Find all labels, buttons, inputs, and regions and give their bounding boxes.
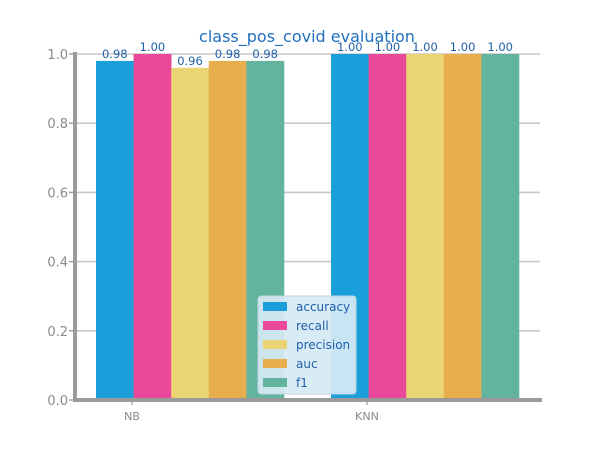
legend: accuracy recall precision auc f1	[257, 295, 357, 395]
axes: 0.0 0.2 0.4 0.6 0.8 1.0 NB KNN	[47, 48, 542, 423]
legend-swatch-f1	[263, 378, 287, 387]
data-label-precision-nb: 0.96	[177, 54, 203, 68]
bar-recall-nb	[133, 54, 172, 400]
legend-label-accuracy: accuracy	[296, 300, 350, 314]
bar-accuracy-nb	[96, 60, 134, 401]
data-label-recall-knn: 1.00	[375, 40, 401, 54]
legend-label-f1: f1	[296, 376, 308, 390]
legend-label-recall: recall	[296, 319, 329, 333]
bar-recall-knn	[368, 54, 407, 400]
legend-label-auc: auc	[296, 357, 318, 371]
x-tick-label-knn: KNN	[355, 410, 379, 423]
data-labels: 0.98 1.00 0.96 0.98 0.98 1.00 1.00 1.00 1.00 1.00	[102, 40, 513, 68]
data-label-recall-nb: 1.00	[140, 40, 166, 54]
bar-precision-nb	[171, 67, 210, 400]
data-label-precision-knn: 1.00	[412, 40, 438, 54]
data-label-f1-nb: 0.98	[252, 47, 278, 61]
chart-title: class_pos_covid evaluation	[199, 27, 415, 47]
y-tick-label: 0.8	[47, 117, 68, 132]
bar-auc-nb	[208, 60, 247, 401]
bars	[96, 54, 520, 401]
bar-auc-knn	[443, 54, 482, 400]
y-tick-label: 0.2	[47, 325, 68, 340]
data-label-auc-nb: 0.98	[215, 47, 241, 61]
legend-box	[257, 295, 357, 395]
x-tick-label-nb: NB	[124, 410, 140, 423]
data-label-accuracy-nb: 0.98	[102, 47, 128, 61]
bar-precision-knn	[406, 54, 445, 400]
legend-label-precision: precision	[296, 338, 350, 352]
data-label-auc-knn: 1.00	[450, 40, 476, 54]
legend-swatch-recall	[263, 321, 287, 330]
y-tick-label: 0.0	[47, 394, 68, 409]
data-label-accuracy-knn: 1.00	[337, 40, 363, 54]
y-tick-label: 1.0	[47, 48, 68, 63]
legend-swatch-accuracy	[263, 302, 287, 311]
y-tick-label: 0.6	[47, 186, 68, 201]
data-label-f1-knn: 1.00	[487, 40, 513, 54]
bar-f1-knn	[481, 54, 520, 400]
y-tick-label: 0.4	[47, 256, 68, 271]
legend-swatch-auc	[263, 359, 287, 368]
legend-swatch-precision	[263, 340, 287, 349]
